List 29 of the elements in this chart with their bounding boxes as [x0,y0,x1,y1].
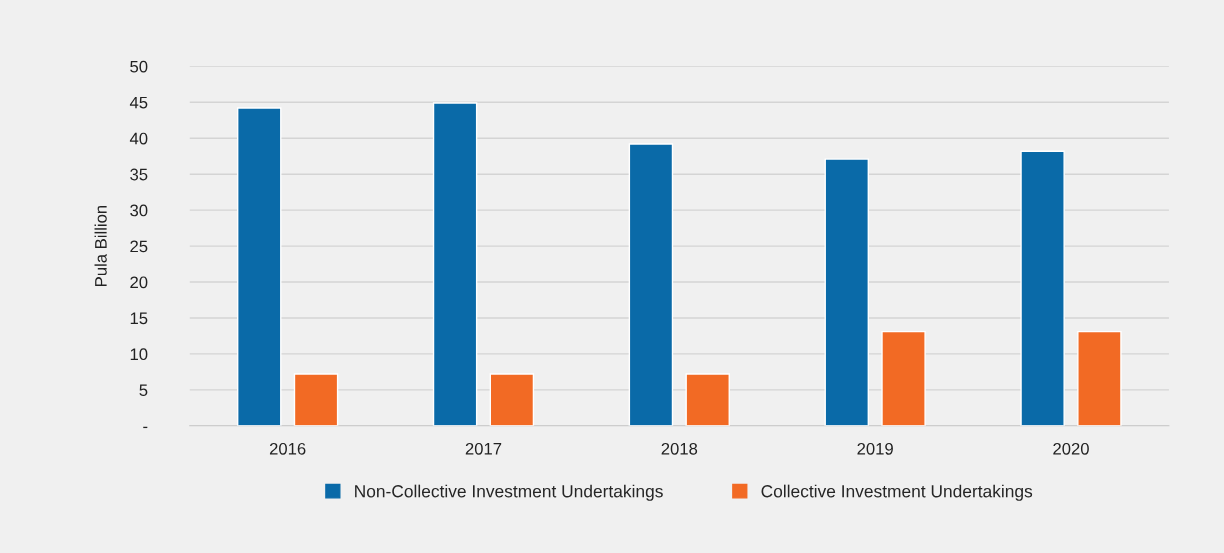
bar [824,158,870,426]
y-tick-label: 50 [130,60,148,73]
x-tick-label: 2017 [465,442,502,455]
bar [293,373,339,426]
bar [237,107,282,426]
y-tick-label: 15 [130,312,148,325]
y-tick-label: 10 [130,348,148,361]
bar [628,143,674,426]
x-tick-label: 2020 [1053,442,1089,455]
y-tick-label: 25 [130,240,148,253]
y-tick-label: 45 [129,96,148,109]
y-tick-label: 30 [130,204,148,217]
y-axis-title: Pula Billion [94,205,107,286]
legend-label: Collective Investment Undertakings [761,484,1033,501]
y-tick-label: - [143,426,148,429]
bar [489,373,535,426]
x-tick-label: 2018 [661,442,698,455]
bar [881,330,926,426]
x-tick-label: 2016 [269,442,306,455]
y-tick-label: 35 [130,168,148,181]
y-tick-label: 40 [129,132,148,145]
bar [432,102,478,426]
bar [1077,330,1122,426]
legend-label: Non-Collective Investment Undertakings [355,484,663,501]
y-tick-label: 20 [130,276,148,289]
bar [1020,150,1065,426]
y-tick-label: 5 [139,384,148,397]
bar [685,373,730,426]
x-tick-label: 2019 [857,442,893,455]
